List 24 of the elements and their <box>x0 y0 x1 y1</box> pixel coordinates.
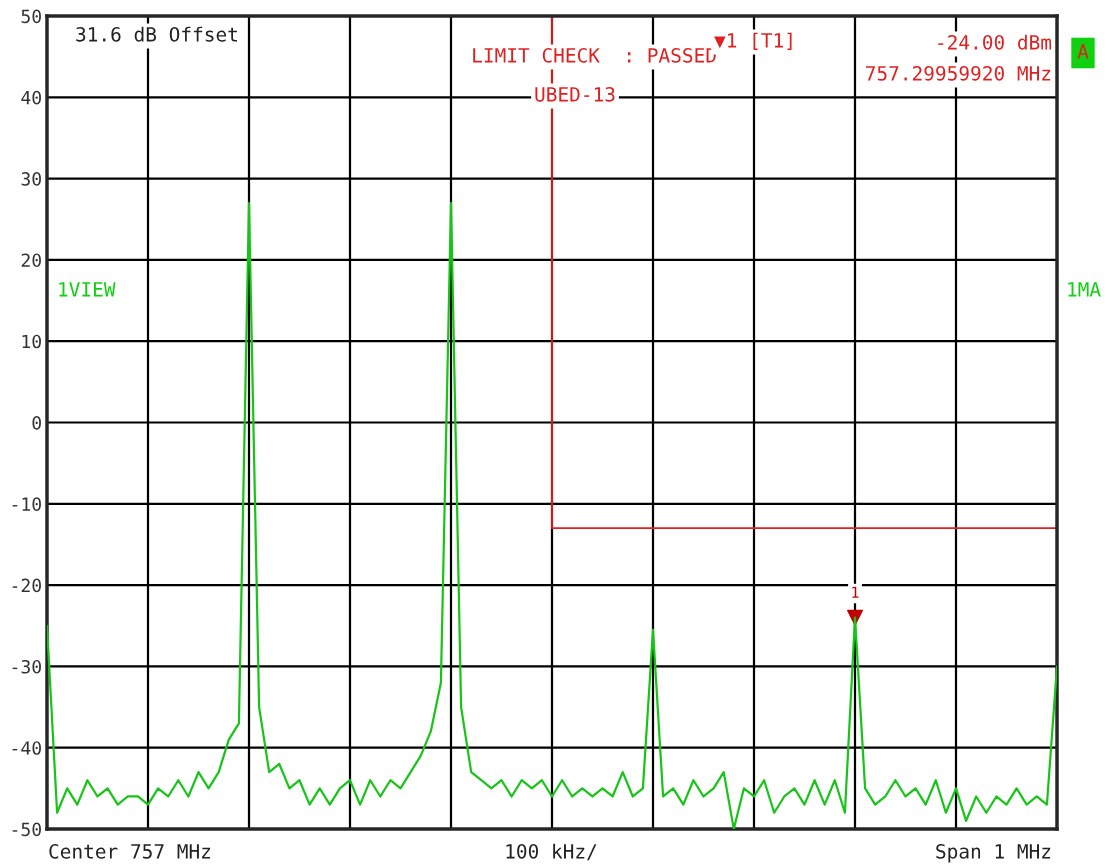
y-tick-label: 10 <box>22 334 41 349</box>
annotation: -24.00 dBm <box>938 34 1052 50</box>
y-tick-label: 50 <box>21 9 41 24</box>
annotation: 757.29959920 MHz <box>866 65 1051 81</box>
y-tick-label: -40 <box>12 741 41 755</box>
text: Center 757 MHz <box>49 843 211 859</box>
annotation: LIMIT CHECK : PASSED <box>473 47 716 63</box>
y-tick-label: -10 <box>12 497 41 511</box>
y-tick-label: -20 <box>12 578 41 593</box>
annotation: 1 <box>852 586 859 598</box>
text: 1MA <box>1068 282 1101 297</box>
annotation: UBED-13 <box>535 86 615 102</box>
y-tick-label: 30 <box>21 172 41 186</box>
text: Span 1 MHz <box>936 843 1051 863</box>
y-tick-label: 20 <box>21 253 41 268</box>
annotation: 1VIEW <box>59 282 116 297</box>
y-tick-label: -50 <box>12 822 41 837</box>
y-tick-label: -30 <box>12 659 41 674</box>
text: 100 kHz/ <box>506 843 597 861</box>
y-tick-label: 40 <box>21 90 41 105</box>
annotation: ▼1 [T1] <box>714 32 792 50</box>
text: A <box>1077 44 1089 59</box>
y-tick-label: 0 <box>32 416 41 430</box>
annotation: 31.6 dB Offset <box>76 26 237 42</box>
